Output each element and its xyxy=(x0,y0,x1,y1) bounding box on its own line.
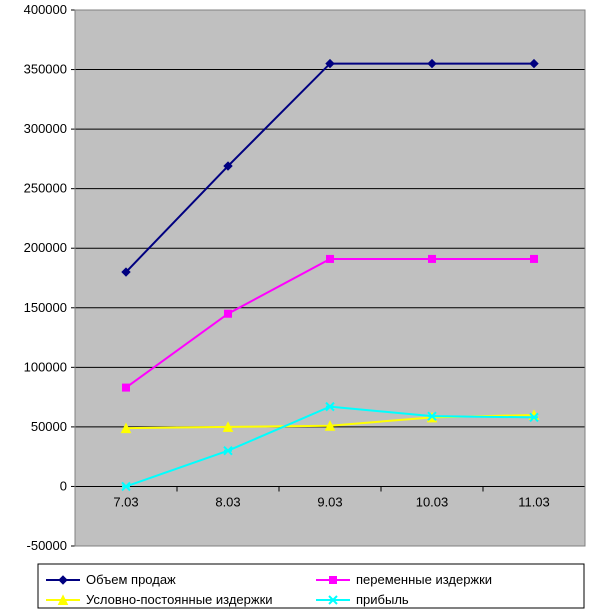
legend-label: прибыль xyxy=(356,592,409,607)
chart-container: -50000 0 50000 100000 150000 200000 250000 3000… xyxy=(0,0,604,616)
x-tick-label: 7.03 xyxy=(113,494,138,509)
legend-label: Условно-постоянные издержки xyxy=(86,592,273,607)
legend-label: Объем продаж xyxy=(86,572,176,587)
x-tick-label: 11.03 xyxy=(518,494,550,509)
legend-label: переменные издержки xyxy=(356,572,492,587)
y-tick-label: 200000 xyxy=(24,240,67,255)
x-tick-label: 9.03 xyxy=(317,494,342,509)
y-tick-label: 50000 xyxy=(31,419,67,434)
y-tick-label: 250000 xyxy=(24,181,67,196)
y-tick-label: 350000 xyxy=(24,62,67,77)
x-tick-label: 8.03 xyxy=(215,494,240,509)
y-tick-label: 400000 xyxy=(24,2,67,17)
x-tick-label: 10.03 xyxy=(416,494,449,509)
y-tick-label: 150000 xyxy=(24,300,67,315)
y-tick-label: 100000 xyxy=(24,359,67,374)
y-tick-label: 0 xyxy=(60,478,67,493)
y-tick-label: -50000 xyxy=(27,538,67,553)
plot-area xyxy=(75,10,585,546)
line-chart: -50000 0 50000 100000 150000 200000 250000 3000… xyxy=(0,0,604,616)
y-tick-label: 300000 xyxy=(24,121,67,136)
